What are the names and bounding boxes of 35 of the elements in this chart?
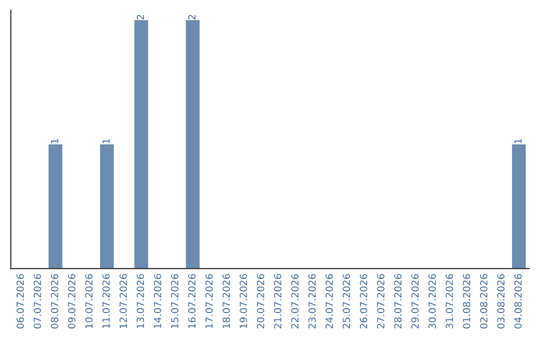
x-tick-label: 29.07.2026 xyxy=(411,274,419,328)
x-tick-label: 28.07.2026 xyxy=(394,274,402,328)
x-tick-label: 13.07.2026 xyxy=(136,274,144,328)
x-tick-label: 26.07.2026 xyxy=(360,274,368,328)
x-tick-label: 15.07.2026 xyxy=(171,274,178,328)
x-tick-label: 25.07.2026 xyxy=(342,274,350,328)
x-tick-label: 21.07.2026 xyxy=(274,274,282,328)
x-tick-label: 08.07.2026 xyxy=(50,274,58,328)
data-label: 1 xyxy=(514,139,522,144)
x-tick-label: 20.07.2026 xyxy=(256,274,264,328)
x-tick-label: 19.07.2026 xyxy=(240,274,248,328)
x-tick-label: 11.07.2026 xyxy=(102,274,110,328)
x-tick-label: 23.07.2026 xyxy=(308,274,316,328)
x-tick-label: 27.07.2026 xyxy=(377,274,384,328)
x-tick-label: 01.08.2026 xyxy=(462,274,470,328)
x-tick-label: 16.07.2026 xyxy=(188,274,196,328)
x-tick-label: 22.07.2026 xyxy=(291,274,299,328)
x-tick-label: 12.07.2026 xyxy=(120,274,127,328)
data-label: 1 xyxy=(51,139,58,144)
x-tick-label: 03.08.2026 xyxy=(497,274,505,328)
x-tick-label: 07.07.2026 xyxy=(34,274,42,328)
x-tick-label: 30.07.2026 xyxy=(428,274,436,328)
x-tick-label: 09.07.2026 xyxy=(68,274,76,328)
data-label: 2 xyxy=(136,14,144,20)
data-label: 2 xyxy=(188,14,196,20)
x-tick-label: 18.07.2026 xyxy=(222,274,230,328)
x-tick-label: 06.07.2026 xyxy=(16,274,24,328)
x-tick-label: 04.08.2026 xyxy=(514,274,522,328)
x-tick-label: 17.07.2026 xyxy=(205,274,213,328)
x-tick-label: 31.07.2026 xyxy=(446,274,454,328)
x-tick-label: 02.08.2026 xyxy=(480,274,488,328)
data-label: 1 xyxy=(102,139,110,144)
x-tick-label: 24.07.2026 xyxy=(326,274,333,328)
x-tick-label: 14.07.2026 xyxy=(154,274,162,328)
x-tick-label: 10.07.2026 xyxy=(85,274,93,328)
